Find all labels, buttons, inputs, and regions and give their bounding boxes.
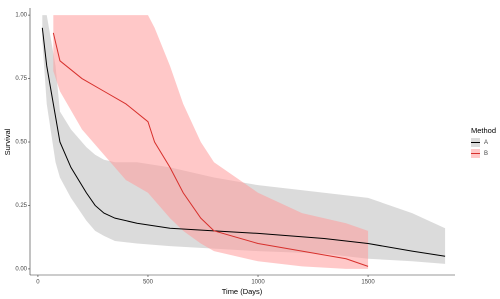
confidence-band xyxy=(53,15,369,269)
legend-label: B xyxy=(484,151,488,157)
confidence-band xyxy=(42,15,446,264)
x-tick-label: 1500 xyxy=(361,280,375,286)
y-tick-label: 0.50 xyxy=(15,140,27,146)
x-tick-label: 1000 xyxy=(251,280,265,286)
survival-line xyxy=(52,32,369,267)
y-tick-label: 0.75 xyxy=(15,76,27,82)
x-tick-label: 0 xyxy=(36,280,40,286)
x-tick-label: 500 xyxy=(143,280,154,286)
legend-title: Method xyxy=(471,126,496,135)
survival-line xyxy=(41,27,446,257)
y-tick-label: 0.25 xyxy=(15,203,27,209)
y-tick-label: 1.00 xyxy=(15,13,27,19)
x-axis-label: Time (Days) xyxy=(222,287,263,296)
legend-label: A xyxy=(484,140,488,146)
y-axis-label: Survival xyxy=(3,128,12,155)
y-tick-label: 0.00 xyxy=(15,266,27,272)
